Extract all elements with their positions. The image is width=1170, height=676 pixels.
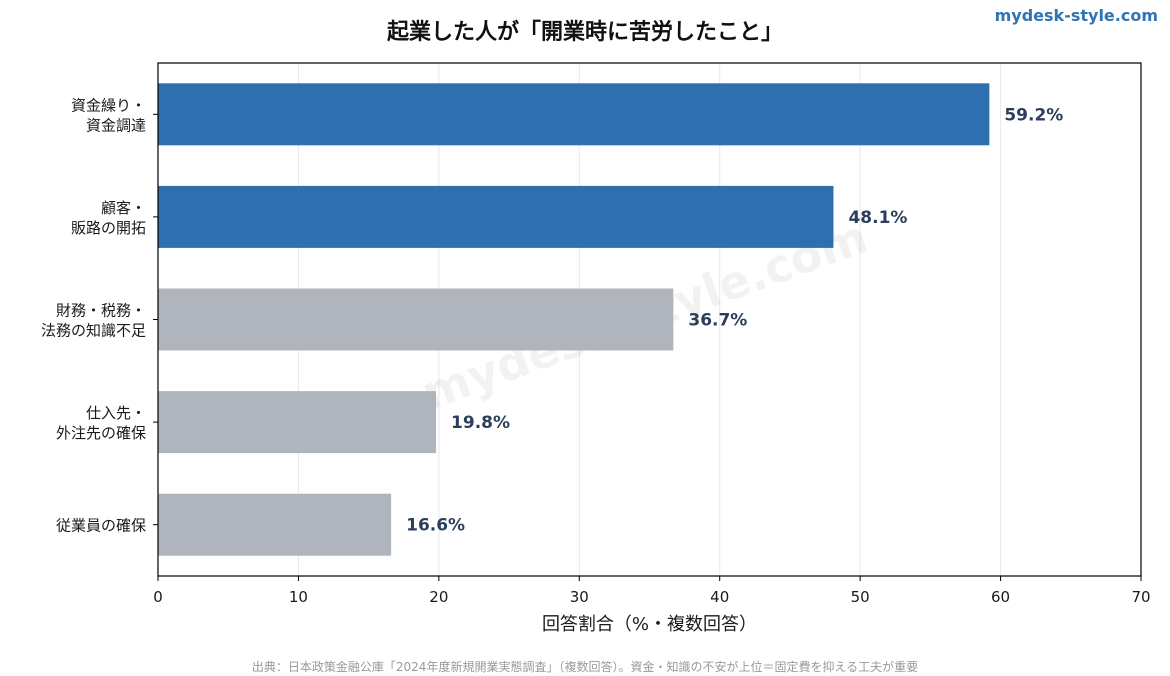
x-tick-label: 0	[153, 588, 163, 606]
brand-logo-text[interactable]: mydesk-style.com	[994, 6, 1158, 25]
bar	[158, 185, 834, 248]
x-tick-label: 20	[429, 588, 448, 606]
bar	[158, 391, 437, 454]
bar	[158, 288, 674, 351]
data-label: 59.2%	[1004, 105, 1063, 125]
category-label: 仕入先・	[86, 404, 146, 422]
category-label: 法務の知識不足	[41, 322, 146, 340]
data-label: 48.1%	[848, 208, 907, 228]
data-label: 16.6%	[406, 516, 465, 536]
category-label: 資金調達	[86, 116, 146, 134]
data-label: 19.8%	[451, 413, 510, 433]
category-label: 財務・税務・	[56, 302, 146, 320]
x-tick-label: 50	[851, 588, 870, 606]
x-tick-label: 40	[710, 588, 729, 606]
category-label: 顧客・	[101, 199, 146, 217]
bar	[158, 83, 990, 146]
x-tick-label: 30	[570, 588, 589, 606]
bar	[158, 493, 392, 556]
x-tick-label: 60	[991, 588, 1010, 606]
x-tick-label: 10	[289, 588, 308, 606]
category-label: 資金繰り・	[71, 96, 146, 114]
source-note: 出典：日本政策金融公庫「2024年度新規開業実態調査」（複数回答）。資金・知識の…	[251, 660, 919, 674]
x-tick-label: 70	[1131, 588, 1150, 606]
plot-frame	[157, 62, 1142, 577]
x-axis-label: 回答割合（%・複数回答）	[542, 614, 757, 635]
chart-title: 起業した人が「開業時に苦労したこと」	[386, 20, 783, 45]
category-label: 外注先の確保	[56, 424, 146, 442]
data-label: 36.7%	[688, 311, 747, 331]
category-label: 販路の開拓	[71, 219, 146, 237]
category-label: 従業員の確保	[56, 517, 146, 535]
